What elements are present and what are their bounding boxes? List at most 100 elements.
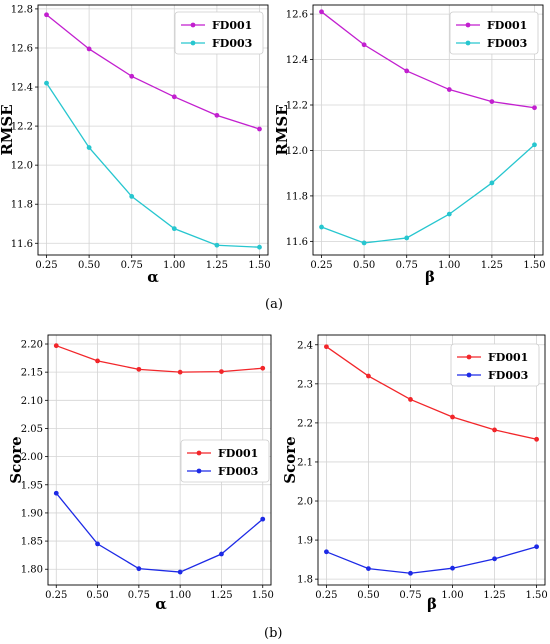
y-tick-label: 2.10 xyxy=(21,396,43,407)
data-point xyxy=(53,490,59,496)
data-point xyxy=(214,242,220,248)
data-point xyxy=(171,226,177,232)
data-point xyxy=(260,365,266,371)
x-tick-label: 0.25 xyxy=(315,590,337,601)
legend-label: FD003 xyxy=(487,37,527,50)
y-axis-label: Score xyxy=(7,436,25,483)
data-point xyxy=(257,244,262,250)
data-point xyxy=(260,516,266,522)
x-tick-label: 0.75 xyxy=(128,590,150,601)
y-tick-label: 1.90 xyxy=(21,508,43,519)
data-point xyxy=(177,569,183,575)
data-point xyxy=(361,240,367,246)
y-tick-label: 2.2 xyxy=(297,418,313,429)
y-tick-label: 2.15 xyxy=(21,368,43,379)
data-point xyxy=(408,397,413,402)
data-point xyxy=(446,211,452,217)
data-point xyxy=(86,145,92,150)
y-tick-label: 1.95 xyxy=(21,480,43,491)
x-tick-label: 1.25 xyxy=(206,260,228,271)
legend-label: FD003 xyxy=(488,369,528,382)
x-tick-label: 0.50 xyxy=(357,590,379,601)
x-tick-label: 1.50 xyxy=(252,590,274,601)
y-tick-label: 2.05 xyxy=(21,424,43,435)
data-point xyxy=(489,99,495,104)
caption-b: (b) xyxy=(264,626,283,641)
data-point xyxy=(324,344,329,350)
y-tick-label: 12.4 xyxy=(11,83,33,94)
data-point xyxy=(44,80,49,86)
y-tick-label: 2.0 xyxy=(297,497,313,508)
x-tick-label: 0.25 xyxy=(45,590,67,601)
legend-label: FD001 xyxy=(488,351,528,364)
y-tick-label: 1.80 xyxy=(21,565,43,576)
plot-frame xyxy=(317,334,546,586)
y-tick-label: 12.0 xyxy=(286,146,308,157)
chart-b-left: 0.25 0.50 0.75 1.00 1.25 1.50 1.80 1.85 1.90 1.95… xyxy=(7,334,274,613)
y-axis-label: Score xyxy=(281,436,299,483)
x-tick-label: 1.25 xyxy=(483,590,505,601)
data-point xyxy=(214,112,220,118)
x-axis-label: α xyxy=(155,595,167,613)
x-tick-label: 1.50 xyxy=(248,260,270,271)
legend-swatch-marker xyxy=(465,40,471,46)
data-point xyxy=(450,565,455,571)
legend-label: FD003 xyxy=(212,37,252,50)
series-line-fd001 xyxy=(46,14,260,130)
data-point xyxy=(129,73,135,79)
plot-frame xyxy=(312,4,544,256)
legend-label: FD001 xyxy=(487,19,527,32)
data-point xyxy=(450,414,455,420)
data-point xyxy=(366,566,371,571)
plot-frame xyxy=(47,334,272,586)
legend-swatch-marker xyxy=(196,450,202,456)
x-tick-label: 0.50 xyxy=(86,590,108,601)
chart-a-right: 0.25 0.50 0.75 1.00 1.25 1.50 11.6 11.8 12.0 12.2… xyxy=(273,4,546,286)
x-axis-label: β xyxy=(427,595,437,613)
y-tick-label: 2.1 xyxy=(297,457,313,468)
data-point xyxy=(319,9,324,15)
y-axis-label: RMSE xyxy=(273,104,291,155)
x-tick-label: 1.25 xyxy=(210,590,232,601)
data-point xyxy=(408,570,413,576)
legend-swatch-marker xyxy=(466,372,472,378)
data-point xyxy=(219,369,224,374)
data-point xyxy=(95,541,100,547)
x-tick-label: 1.00 xyxy=(441,590,463,601)
x-axis-label: β xyxy=(425,268,435,286)
data-point xyxy=(532,105,537,111)
data-point xyxy=(534,436,539,442)
x-tick-label: 1.50 xyxy=(523,260,545,271)
data-point xyxy=(324,549,329,555)
series-line-fd003 xyxy=(45,82,260,248)
data-point xyxy=(86,46,92,52)
data-point xyxy=(171,94,177,100)
x-tick-label: 1.00 xyxy=(169,590,191,601)
y-tick-label: 12.0 xyxy=(11,161,33,172)
legend-swatch-marker xyxy=(196,468,202,474)
data-point xyxy=(404,68,410,74)
x-tick-label: 1.50 xyxy=(525,590,547,601)
chart-a-left: 0.25 0.50 0.75 1.00 1.25 1.50 11.6 11.8 12.0 12.2… xyxy=(0,4,271,286)
y-tick-label: 12.6 xyxy=(286,10,308,21)
legend-swatch-marker xyxy=(465,22,471,28)
y-tick-label: 2.20 xyxy=(21,340,43,351)
legend-label: FD001 xyxy=(218,447,258,460)
data-point xyxy=(95,358,100,364)
data-point xyxy=(404,235,410,241)
data-point xyxy=(136,566,142,572)
x-tick-label: 0.75 xyxy=(396,260,418,271)
series-line-fd001 xyxy=(321,11,535,109)
y-tick-label: 12.4 xyxy=(286,55,308,66)
y-tick-label: 1.8 xyxy=(297,575,313,586)
y-tick-label: 2.4 xyxy=(297,340,313,351)
y-tick-label: 11.6 xyxy=(11,239,33,250)
y-tick-label: 12.2 xyxy=(286,101,308,112)
chart-b-right: 0.25 0.50 0.75 1.00 1.25 1.50 1.8 1.9 2.0 2.1 2.2 2… xyxy=(281,334,548,613)
x-tick-label: 0.25 xyxy=(35,260,57,271)
data-point xyxy=(534,544,539,550)
x-tick-label: 0.75 xyxy=(399,590,421,601)
y-tick-label: 11.8 xyxy=(286,191,308,202)
y-tick-label: 1.85 xyxy=(21,537,43,548)
x-tick-label: 0.50 xyxy=(78,260,100,271)
